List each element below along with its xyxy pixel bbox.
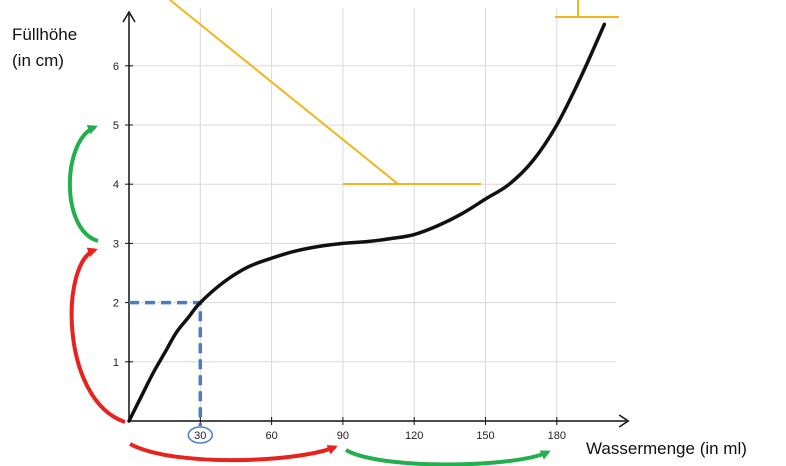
green-arrow-x-90-to-180 (344, 448, 551, 466)
y-axis-label: Füllhöhe (in cm) (12, 22, 77, 74)
y-tick-label-6: 6 (113, 61, 119, 73)
x-tick-label-120: 120 (405, 430, 423, 442)
annotations (68, 0, 619, 466)
red-arrow-x-0-to-90 (129, 442, 338, 463)
y-axis-arrowhead (122, 10, 136, 23)
x-tick-label-60: 60 (265, 430, 277, 442)
highlight-circle-x-30 (187, 426, 214, 444)
y-tick-label-4: 4 (113, 179, 119, 191)
series-line-0 (127, 22, 607, 423)
series (127, 22, 607, 423)
x-axis-label: Wassermenge (in ml) (586, 439, 747, 458)
highlight-dashed-guide (129, 300, 203, 426)
axes (122, 10, 630, 428)
y-tick-label-5: 5 (113, 120, 119, 132)
x-tick-label-150: 150 (476, 430, 494, 442)
x-tick-label-90: 90 (337, 430, 349, 442)
green-arrow-y-3-to-5 (68, 124, 99, 243)
yellow-diagonal-line (169, 0, 399, 185)
y-axis-label-line1: Füllhöhe (12, 25, 78, 44)
y-tick-label-2: 2 (113, 298, 119, 310)
x-tick-label-30: 30 (194, 430, 206, 442)
y-tick-label-1: 1 (113, 357, 119, 369)
y-tick-label-3: 3 (113, 238, 119, 250)
grid-lines (129, 8, 617, 421)
y-axis-label-line2: (in cm) (12, 51, 64, 70)
x-axis-arrowhead (618, 414, 630, 428)
x-tick-label-180: 180 (548, 430, 566, 442)
red-arrow-y-0-to-3 (69, 247, 126, 424)
tick-labels: 30 60 90 120 150 180 1 2 3 4 5 6 (113, 61, 566, 442)
